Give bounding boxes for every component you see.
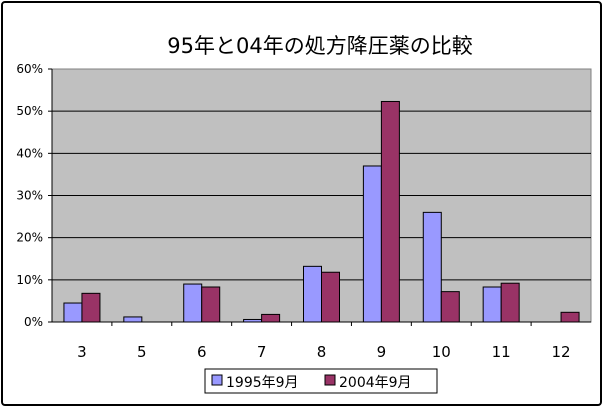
x-tick-label: 11 <box>492 343 511 361</box>
x-tick-label: 8 <box>317 343 327 361</box>
bar-2004年9月-11 <box>500 282 520 323</box>
x-tick-label: 6 <box>197 343 207 361</box>
bar-2004年9月-10 <box>440 291 460 323</box>
y-tick-label: 40% <box>16 146 43 160</box>
bar-2004年9月-3 <box>81 292 101 323</box>
y-tick-label: 10% <box>16 273 43 287</box>
legend: 1995年9月 2004年9月 <box>204 368 438 394</box>
bar-2004年9月-8 <box>321 271 340 323</box>
y-tick-label: 50% <box>16 104 43 118</box>
bar-1995年9月-10 <box>422 211 442 323</box>
bar-1995年9月-3 <box>63 302 83 323</box>
bar-1995年9月-6 <box>183 283 203 323</box>
bar-chart: 95年と04年の処方降圧薬の比較 0% 10% 20% 30% 40% 50% 60% 3 5… <box>16 34 592 394</box>
y-tick-label: 0% <box>24 315 43 329</box>
legend-box <box>204 368 438 394</box>
y-tick-label: 20% <box>16 231 43 245</box>
chart-frame: 95年と04年の処方降圧薬の比較 0% 10% 20% 30% 40% 50% 60% 3 5… <box>1 1 602 406</box>
y-tick-label: 60% <box>16 62 43 76</box>
x-tick-label: 12 <box>552 343 571 361</box>
x-tick-label: 7 <box>257 343 267 361</box>
bar-2004年9月-12 <box>560 311 580 323</box>
legend-label-2004: 2004年9月 <box>339 375 412 391</box>
bar-2004年9月-9 <box>380 100 400 323</box>
x-tick-label: 3 <box>77 343 87 361</box>
legend-swatch-1995 <box>211 374 223 386</box>
bar-2004年9月-7 <box>261 313 281 323</box>
bars <box>63 100 580 323</box>
bar-1995年9月-8 <box>303 265 322 323</box>
bar-1995年9月-5 <box>123 316 143 323</box>
y-tick-label: 30% <box>16 189 43 203</box>
x-axis: 3 5 6 7 8 9 10 11 12 <box>77 322 571 361</box>
chart-title: 95年と04年の処方降圧薬の比較 <box>167 34 472 58</box>
bar-1995年9月-11 <box>482 286 502 323</box>
x-tick-label: 10 <box>432 343 451 361</box>
gridlines <box>52 110 591 281</box>
legend-label-1995: 1995年9月 <box>226 375 299 391</box>
x-tick-label: 9 <box>377 343 387 361</box>
bar-1995年9月-9 <box>362 165 382 323</box>
x-tick-label: 5 <box>137 343 147 361</box>
bar-2004年9月-6 <box>201 286 221 323</box>
y-axis: 0% 10% 20% 30% 40% 50% 60% <box>16 62 52 329</box>
legend-swatch-2004 <box>324 374 336 386</box>
